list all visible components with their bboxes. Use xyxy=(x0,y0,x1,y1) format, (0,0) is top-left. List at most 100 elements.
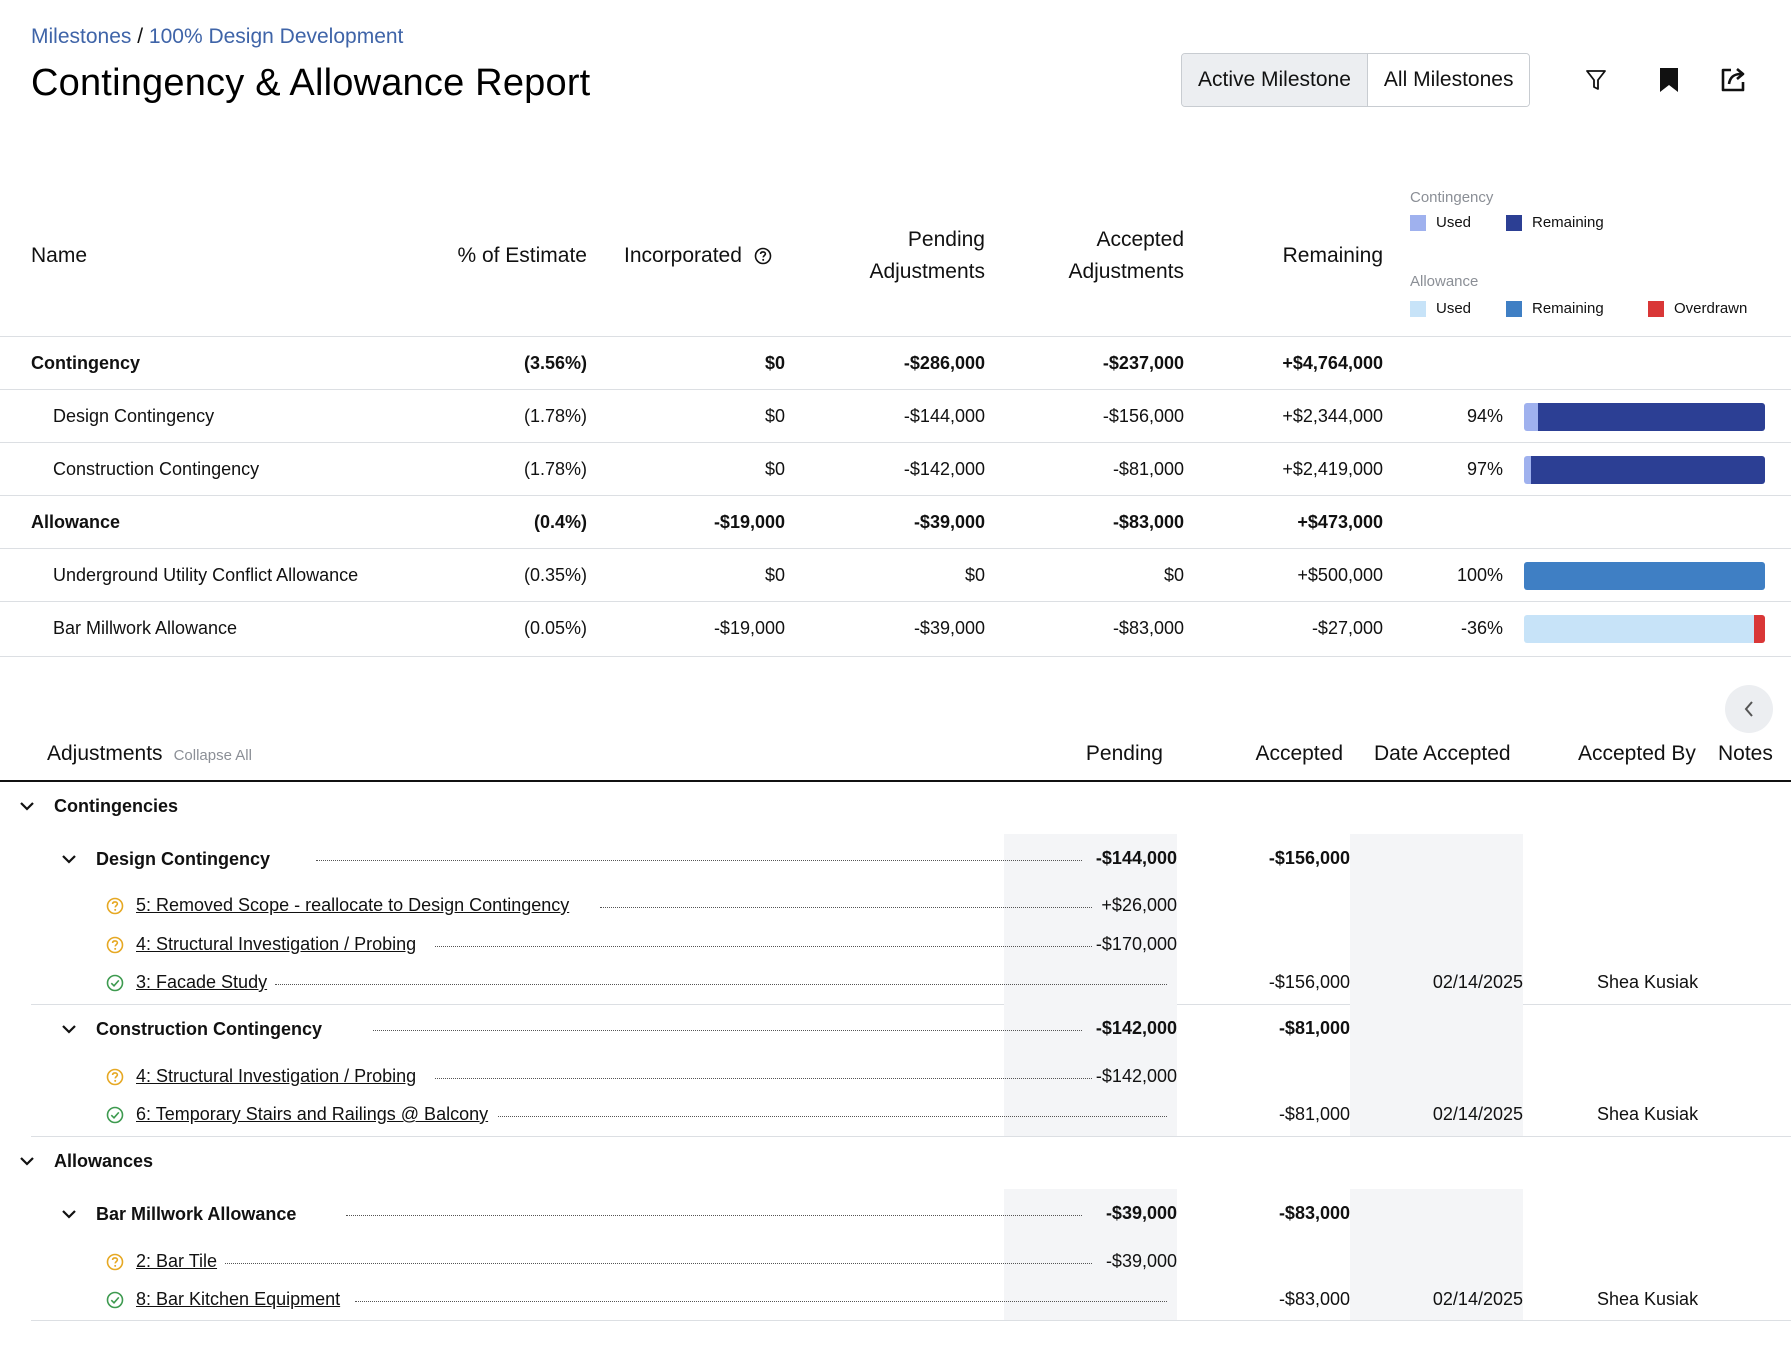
legend-contingency-title: Contingency xyxy=(1410,189,1494,206)
summary-cell-accepted: -$83,000 xyxy=(1112,511,1184,532)
summary-cell-pct: (1.78%) xyxy=(523,458,587,479)
summary-cell-pct: (1.78%) xyxy=(523,405,587,426)
section-allowances: Allowances xyxy=(16,1150,153,1172)
summary-cell-remaining: +$2,419,000 xyxy=(1282,458,1383,479)
legend-label: Remaining xyxy=(1532,214,1604,231)
summary-cell-pct: (3.56%) xyxy=(523,352,587,373)
summary-cell-remaining: +$2,344,000 xyxy=(1282,405,1383,426)
item-pending-amount: -$39,000 xyxy=(1105,1251,1177,1271)
adj-col-header-accepted-by: Accepted By xyxy=(1578,742,1696,765)
adjustment-item-link[interactable]: 4: Structural Investigation / Probing xyxy=(136,934,417,954)
col-header-pct-estimate: % of Estimate xyxy=(457,244,587,267)
bar-overdrawn-segment xyxy=(1753,615,1765,643)
adjustment-item-link[interactable]: 2: Bar Tile xyxy=(136,1251,218,1271)
section-contingencies: Contingencies xyxy=(16,795,178,817)
remaining-bar xyxy=(1524,615,1765,643)
chevron-down-icon[interactable] xyxy=(58,848,80,870)
dotted-leader xyxy=(316,860,1082,861)
dotted-leader xyxy=(498,1116,1167,1117)
date-column-shade xyxy=(1350,1189,1523,1320)
summary-cell-remaining-pct: -36% xyxy=(1460,617,1503,638)
item-accepted-amount: -$156,000 xyxy=(1268,972,1350,992)
item-pending-amount: -$142,000 xyxy=(1095,1066,1177,1086)
legend-allowance-used: Used xyxy=(1410,300,1471,317)
legend-overdrawn: Overdrawn xyxy=(1648,300,1747,317)
adjustment-item-link[interactable]: 4: Structural Investigation / Probing xyxy=(136,1066,417,1086)
section-label: Allowances xyxy=(54,1150,154,1171)
col-header-remaining: Remaining xyxy=(1282,244,1383,267)
chevron-down-icon[interactable] xyxy=(16,1150,38,1172)
collapse-all-link[interactable]: Collapse All xyxy=(173,747,252,764)
item-accepted-amount: -$83,000 xyxy=(1278,1289,1350,1309)
col-header-accepted-line2: Adjustments xyxy=(1068,260,1184,283)
adjustment-group-header: Design Contingency xyxy=(58,848,270,870)
item-date-accepted: 02/14/2025 xyxy=(1432,1104,1523,1124)
summary-row: Bar Millwork Allowance (0.05%) -$19,000 -$3… xyxy=(0,601,1791,654)
summary-cell-remaining: +$4,764,000 xyxy=(1282,352,1383,373)
summary-cell-incorporated: -$19,000 xyxy=(713,511,785,532)
item-pending-amount: +$26,000 xyxy=(1101,895,1177,915)
adjustment-item: 2: Bar Tile xyxy=(106,1251,217,1272)
summary-cell-remaining-pct: 94% xyxy=(1466,405,1503,426)
legend-allowance-remaining: Remaining xyxy=(1506,300,1604,317)
filter-button[interactable] xyxy=(1576,60,1616,100)
summary-cell-name: Underground Utility Conflict Allowance xyxy=(53,564,359,585)
pending-status-icon xyxy=(106,1253,124,1271)
group-accepted-amount: -$81,000 xyxy=(1278,1018,1350,1038)
summary-group-row: Contingency (3.56%) $0 -$286,000 -$237,000 +$… xyxy=(0,336,1791,389)
bar-remaining-segment xyxy=(1524,562,1765,590)
adjustment-item: 4: Structural Investigation / Probing xyxy=(106,1066,416,1087)
collapse-panel-button[interactable] xyxy=(1725,685,1773,733)
group-pending-amount: -$144,000 xyxy=(1095,848,1177,868)
active-milestone-button[interactable]: Active Milestone xyxy=(1182,54,1368,106)
summary-cell-accepted: -$83,000 xyxy=(1112,617,1184,638)
chevron-down-icon[interactable] xyxy=(58,1203,80,1225)
help-icon[interactable] xyxy=(754,247,772,265)
legend-contingency-used: Used xyxy=(1410,214,1471,231)
summary-cell-accepted: -$156,000 xyxy=(1102,405,1184,426)
item-pending-amount: -$170,000 xyxy=(1095,934,1177,954)
summary-row: Construction Contingency (1.78%) $0 -$142,0… xyxy=(0,442,1791,495)
dotted-leader xyxy=(346,1215,1082,1216)
summary-group-row: Allowance (0.4%) -$19,000 -$39,000 -$83,000 +… xyxy=(0,495,1791,548)
adjustment-item-link[interactable]: 8: Bar Kitchen Equipment xyxy=(136,1289,341,1309)
adjustments-header-border xyxy=(0,780,1791,782)
adjustment-group-name: Design Contingency xyxy=(96,848,271,869)
legend-label: Remaining xyxy=(1532,300,1604,317)
dotted-leader xyxy=(275,984,1167,985)
date-column-shade xyxy=(1350,834,1523,1004)
export-button[interactable] xyxy=(1713,60,1753,100)
group-separator xyxy=(31,1136,1791,1137)
accepted-status-icon xyxy=(106,1106,124,1124)
summary-cell-accepted: -$237,000 xyxy=(1102,352,1184,373)
summary-cell-pending: -$39,000 xyxy=(913,617,985,638)
dotted-leader xyxy=(600,907,1092,908)
summary-cell-incorporated: -$19,000 xyxy=(713,617,785,638)
pending-column-shade xyxy=(1004,834,1177,1004)
adjustment-item-link[interactable]: 5: Removed Scope - reallocate to Design … xyxy=(136,895,570,915)
summary-cell-pct: (0.35%) xyxy=(523,564,587,585)
chevron-down-icon[interactable] xyxy=(16,795,38,817)
summary-cell-name: Allowance xyxy=(31,511,121,532)
legend-swatch-contingency-remaining xyxy=(1506,214,1522,231)
accepted-status-icon xyxy=(106,974,124,992)
all-milestones-button[interactable]: All Milestones xyxy=(1367,54,1530,106)
bar-remaining-segment xyxy=(1531,456,1765,484)
adj-col-header-notes: Notes xyxy=(1718,742,1773,765)
breadcrumb-current-link[interactable]: 100% Design Development xyxy=(148,25,404,48)
breadcrumb-milestones-link[interactable]: Milestones xyxy=(31,25,132,48)
bookmark-button[interactable] xyxy=(1649,60,1689,100)
item-date-accepted: 02/14/2025 xyxy=(1432,1289,1523,1309)
summary-cell-pending: -$39,000 xyxy=(913,511,985,532)
summary-cell-remaining: -$27,000 xyxy=(1311,617,1383,638)
chevron-down-icon[interactable] xyxy=(58,1018,80,1040)
adjustment-item-link[interactable]: 6: Temporary Stairs and Railings @ Balco… xyxy=(136,1104,489,1124)
adjustments-heading: Adjustments Collapse All xyxy=(47,742,252,766)
adj-col-header-pending: Pending xyxy=(1085,742,1163,765)
summary-cell-pending: -$286,000 xyxy=(903,352,985,373)
bookmark-icon xyxy=(1660,68,1678,92)
adjustment-item-link[interactable]: 3: Facade Study xyxy=(136,972,268,992)
summary-cell-name: Design Contingency xyxy=(53,405,215,426)
col-header-pending-adjustments: Pending Adjustments xyxy=(800,224,985,288)
adjustment-group-name: Construction Contingency xyxy=(96,1018,322,1039)
